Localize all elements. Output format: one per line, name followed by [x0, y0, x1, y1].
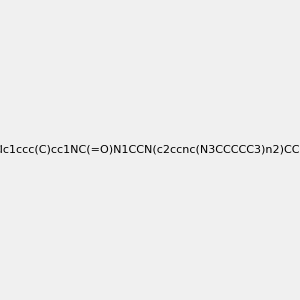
Text: Clc1ccc(C)cc1NC(=O)N1CCN(c2ccnc(N3CCCCC3)n2)CC1: Clc1ccc(C)cc1NC(=O)N1CCN(c2ccnc(N3CCCCC3… — [0, 145, 300, 155]
